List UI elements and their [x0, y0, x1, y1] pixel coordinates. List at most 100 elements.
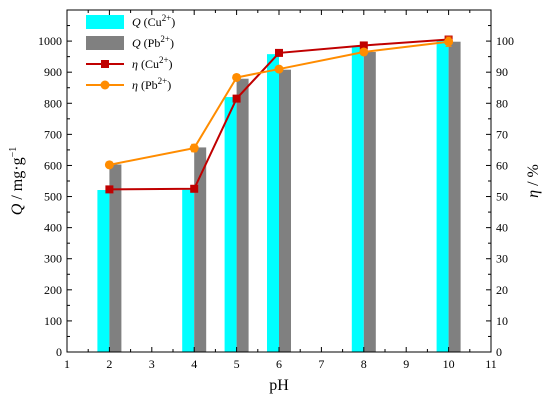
bar-cu-ph-4 — [182, 189, 195, 352]
line-eta-cu — [109, 38, 449, 191]
y-right-axis-label: η / % — [525, 164, 542, 198]
marker-eta-pb-ph-4 — [189, 143, 199, 153]
bar-cu-ph-8 — [351, 45, 364, 352]
marker-eta-cu-ph-8 — [359, 41, 368, 50]
legend-ion: Pb — [145, 78, 158, 92]
marker-eta-pb-ph-5 — [232, 72, 242, 82]
marker-eta-pb-ph-10 — [444, 37, 454, 47]
y-right-tick-label: 60 — [496, 158, 508, 172]
legend-paren-open: ( — [138, 57, 145, 71]
legend-charge: 2+ — [160, 34, 170, 44]
line-eta-pb — [109, 40, 449, 166]
legend-marker-eta-cu — [101, 60, 109, 68]
y-right-unit: % — [525, 164, 542, 177]
marker-eta-pb-ph-8 — [359, 47, 369, 57]
y-left-tick-label: 400 — [44, 221, 62, 235]
x-tick-label: 10 — [443, 357, 455, 371]
legend-paren-close: ) — [170, 36, 174, 50]
legend-label-eta-pb: η (Pb2+) — [132, 76, 171, 92]
y-left-tick-label: 600 — [44, 158, 62, 172]
x-tick-label: 7 — [318, 357, 324, 371]
y-left-unit: mg·g — [9, 157, 26, 191]
y-right-tick-label: 0 — [496, 345, 502, 359]
bar-cu-ph-6 — [267, 54, 279, 353]
lines-layer — [104, 35, 454, 194]
x-axis-label: pH — [269, 377, 289, 394]
bar-cu-ph-10 — [436, 40, 449, 352]
y-left-tick-label: 0 — [56, 345, 62, 359]
y-right-tick-label: 100 — [496, 34, 514, 48]
y-right-tick-label: 20 — [496, 283, 508, 297]
legend-symbol: Q — [132, 36, 141, 50]
marker-eta-cu-ph-2 — [105, 185, 114, 194]
marker-eta-pb-ph-6 — [274, 64, 284, 74]
legend-paren-close: ) — [167, 78, 171, 92]
y-left-symbol: Q — [9, 203, 26, 215]
y-left-tick-label: 500 — [44, 190, 62, 204]
legend-charge: 2+ — [158, 76, 168, 86]
legend: Q (Cu2+)Q (Pb2+)η (Cu2+)η (Pb2+) — [86, 13, 175, 92]
bar-pb-ph-10 — [448, 41, 461, 352]
y-left-separator: / — [9, 191, 26, 203]
x-tick-label: 6 — [276, 357, 282, 371]
y-left-unit-exponent: −1 — [8, 147, 19, 158]
marker-eta-cu-ph-6 — [275, 48, 283, 57]
y-left-axis-label: Q / mg·g−1 — [8, 147, 26, 215]
x-tick-label: 1 — [64, 357, 70, 371]
y-left-tick-label: 200 — [44, 283, 62, 297]
marker-eta-cu-ph-5 — [232, 94, 241, 103]
legend-paren-open: ( — [141, 15, 148, 29]
marker-eta-cu-ph-4 — [190, 184, 199, 193]
y-right-tick-label: 30 — [496, 252, 508, 266]
bar-pb-ph-6 — [279, 69, 291, 352]
y-right-tick-label: 40 — [496, 221, 508, 235]
bar-pb-ph-4 — [194, 147, 207, 352]
legend-symbol: Q — [132, 15, 141, 29]
legend-paren-open: ( — [138, 78, 145, 92]
bar-cu-ph-2 — [97, 190, 110, 352]
marker-eta-pb-ph-2 — [104, 160, 114, 170]
legend-swatch-q-cu — [86, 15, 124, 29]
legend-marker-eta-pb — [100, 80, 110, 90]
x-tick-label: 4 — [191, 357, 197, 371]
legend-swatch-q-pb — [86, 36, 124, 50]
y-left-tick-label: 700 — [44, 127, 62, 141]
axes-layer: 1 2 3 4 5 6 7 8 9 10 11010020030040050060070080090… — [8, 9, 542, 394]
legend-label-q-pb: Q (Pb2+) — [132, 34, 174, 50]
legend-label-q-cu: Q (Cu2+) — [132, 13, 175, 29]
legend-charge: 2+ — [162, 13, 172, 23]
bar-pb-ph-5 — [236, 78, 249, 352]
legend-paren-open: ( — [141, 36, 148, 50]
bars-layer — [97, 40, 461, 353]
bar-pb-ph-8 — [363, 51, 376, 353]
legend-ion: Cu — [148, 15, 162, 29]
legend-symbol: η — [132, 78, 138, 92]
x-tick-label: 9 — [403, 357, 409, 371]
x-tick-label: 11 — [485, 357, 497, 371]
legend-paren-close: ) — [169, 57, 173, 71]
legend-ion: Pb — [148, 36, 161, 50]
y-left-tick-label: 800 — [44, 96, 62, 110]
x-tick-label: 2 — [106, 357, 112, 371]
y-right-tick-label: 90 — [496, 65, 508, 79]
legend-label-eta-cu: η (Cu2+) — [132, 55, 173, 71]
y-right-tick-label: 50 — [496, 190, 508, 204]
x-tick-label: 3 — [149, 357, 155, 371]
y-right-separator: / — [525, 177, 542, 189]
y-left-tick-label: 900 — [44, 65, 62, 79]
y-left-tick-label: 1000 — [38, 34, 62, 48]
legend-charge: 2+ — [159, 55, 169, 65]
legend-symbol: η — [132, 57, 138, 71]
bar-pb-ph-2 — [109, 164, 122, 352]
y-right-tick-label: 80 — [496, 96, 508, 110]
bar-cu-ph-5 — [224, 97, 237, 353]
y-left-tick-label: 300 — [44, 252, 62, 266]
y-left-tick-label: 100 — [44, 314, 62, 328]
y-right-tick-label: 70 — [496, 127, 508, 141]
x-tick-label: 8 — [361, 357, 367, 371]
y-right-symbol: η — [525, 190, 542, 198]
legend-ion: Cu — [145, 57, 159, 71]
y-right-tick-label: 10 — [496, 314, 508, 328]
legend-paren-close: ) — [171, 15, 175, 29]
